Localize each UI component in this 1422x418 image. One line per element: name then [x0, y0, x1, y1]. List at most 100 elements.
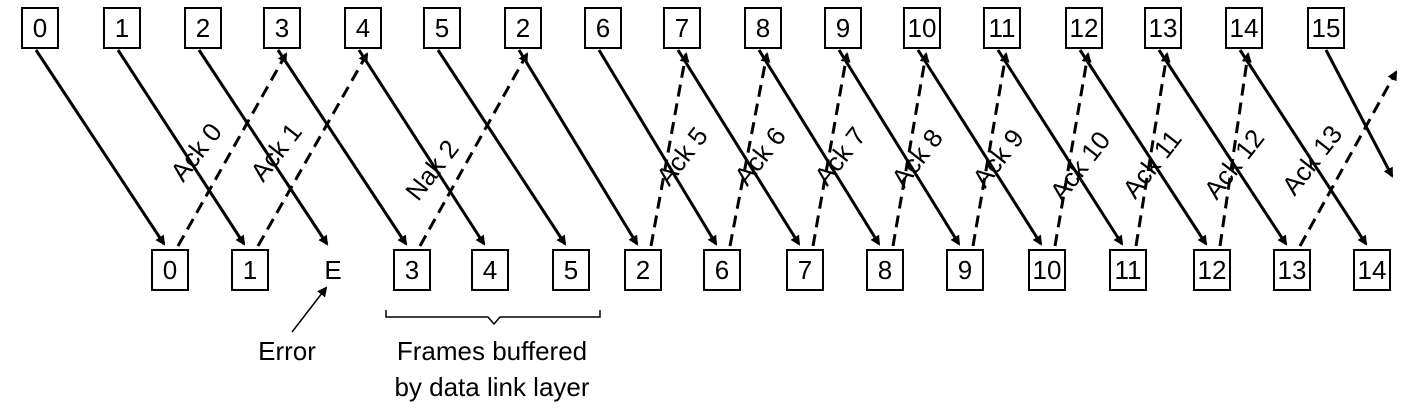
sender-frame-label: 3: [275, 13, 289, 43]
frame-transmission-arrow: [517, 49, 639, 246]
sender-frame-label: 13: [1149, 13, 1178, 43]
ack-transmission-arrow: [1053, 52, 1092, 247]
sender-frame-box: [744, 7, 782, 49]
receiver-frame-box: [1353, 249, 1391, 291]
sender-frame-label: 6: [596, 13, 610, 43]
frame-transmission-arrow: [1157, 49, 1288, 246]
sender-frame-box: [21, 7, 59, 49]
sender-frame-box: [903, 7, 941, 49]
sender-frame-box: [663, 7, 701, 49]
frame-transmission-arrow: [597, 49, 718, 246]
sender-frame-label: 12: [1070, 13, 1099, 43]
sender-frame-label: 2: [196, 13, 210, 43]
sender-frame-label: 11: [989, 13, 1016, 43]
sender-frame-label: 10: [908, 13, 937, 43]
receiver-frames-row: 0 1 E 3 4 5 2 6 7 8 9 10 11 12 13 14: [151, 249, 1391, 291]
ack-transmission-arrow: [971, 52, 1010, 247]
frame-transmission-arrow: [116, 49, 246, 246]
buffer-brace: [385, 310, 601, 326]
ack-transmission-arrow: [811, 52, 851, 247]
receiver-frame-box: [1193, 249, 1231, 291]
sender-frame-box: [1144, 7, 1182, 49]
sender-frame-box: [1307, 7, 1345, 49]
receiver-frame-label: 10: [1033, 255, 1062, 285]
buffer-caption-line-1: Frames buffered: [397, 336, 587, 366]
receiver-frame-box: [231, 249, 269, 291]
sender-frame-box: [423, 7, 461, 49]
receiver-frame-label: 14: [1358, 255, 1387, 285]
error-label: Error: [258, 336, 316, 366]
frame-transmission-arrow: [197, 49, 329, 246]
receiver-frame-label: 9: [958, 255, 972, 285]
error-marker: E: [324, 255, 341, 285]
frame-transmission-arrow: [996, 49, 1124, 246]
frame-transmission-arrow: [676, 49, 801, 246]
receiver-frame-label: 2: [636, 255, 650, 285]
receiver-frame-box: [1273, 249, 1311, 291]
receiver-frame-label: 4: [483, 255, 497, 285]
receiver-frame-box: [786, 249, 824, 291]
sender-frame-box: [263, 7, 301, 49]
sender-frame-box: [1225, 7, 1263, 49]
receiver-frame-label: 1: [243, 255, 257, 285]
ack-transmission-arrow: [1298, 70, 1398, 247]
sender-frame-label: 0: [33, 13, 47, 43]
receiver-frame-box: [151, 249, 189, 291]
sender-frame-label: 2: [516, 13, 530, 43]
frame-transmission-arrow: [837, 49, 961, 246]
sender-frame-box: [184, 7, 222, 49]
sender-frame-box: [103, 7, 141, 49]
buffer-caption-line-2: by data link layer: [394, 372, 589, 402]
transmission-lines: [34, 49, 1398, 247]
sender-frames-row: 0 1 2 3 4 5 2 6 7 8 9 10 11 12 13 14 15: [21, 7, 1345, 49]
sender-frame-label: 9: [836, 13, 850, 43]
ack-label: Ack 9: [966, 123, 1030, 193]
receiver-frame-box: [946, 249, 984, 291]
sender-frame-box: [584, 7, 622, 49]
sender-frame-label: 8: [756, 13, 770, 43]
ack-transmission-arrow: [1218, 52, 1252, 247]
frame-transmission-arrow: [1238, 49, 1368, 246]
receiver-frame-label: 11: [1115, 255, 1142, 285]
receiver-frame-box: [866, 249, 904, 291]
receiver-frame-box: [1109, 249, 1147, 291]
ack-transmission-arrow: [1134, 52, 1171, 247]
sender-frame-label: 5: [435, 13, 449, 43]
receiver-frame-box: [1028, 249, 1066, 291]
receiver-frame-box: [393, 249, 431, 291]
error-pointer-arrow: [291, 286, 328, 333]
frame-transmission-arrow: [34, 49, 166, 246]
sender-frame-box: [983, 7, 1021, 49]
receiver-frame-label: 0: [163, 255, 177, 285]
ack-transmission-arrow: [891, 52, 930, 247]
frame-transmission-arrow: [916, 49, 1043, 246]
receiver-frame-label: 12: [1198, 255, 1227, 285]
sender-frame-box: [344, 7, 382, 49]
ack-transmission-arrow: [649, 52, 690, 247]
sender-frame-label: 4: [356, 13, 370, 43]
sender-frame-label: 15: [1312, 13, 1341, 43]
ack-label: Nak 2: [399, 134, 464, 206]
sender-frame-label: 1: [115, 13, 129, 43]
receiver-frame-label: 3: [405, 255, 419, 285]
frame-transmission-arrow: [436, 49, 567, 246]
receiver-frame-label: 13: [1278, 255, 1307, 285]
receiver-frame-box: [471, 249, 509, 291]
receiver-frame-label: 7: [798, 255, 812, 285]
receiver-frame-label: 6: [715, 255, 729, 285]
ack-transmission-arrow: [728, 52, 771, 247]
receiver-frame-box: [552, 249, 590, 291]
frame-transmission-arrow: [757, 49, 881, 246]
sender-frame-label: 7: [675, 13, 689, 43]
sender-frame-box: [1065, 7, 1103, 49]
sender-frame-box: [504, 7, 542, 49]
sender-frame-box: [824, 7, 862, 49]
receiver-frame-label: 5: [564, 255, 578, 285]
frame-transmission-arrow: [276, 49, 408, 246]
sender-frame-label: 14: [1230, 13, 1259, 43]
receiver-frame-label: 8: [878, 255, 892, 285]
frame-transmission-arrow: [1324, 49, 1394, 178]
ack-label: Ack 12: [1198, 123, 1271, 204]
frame-transmission-arrow: [357, 49, 486, 246]
